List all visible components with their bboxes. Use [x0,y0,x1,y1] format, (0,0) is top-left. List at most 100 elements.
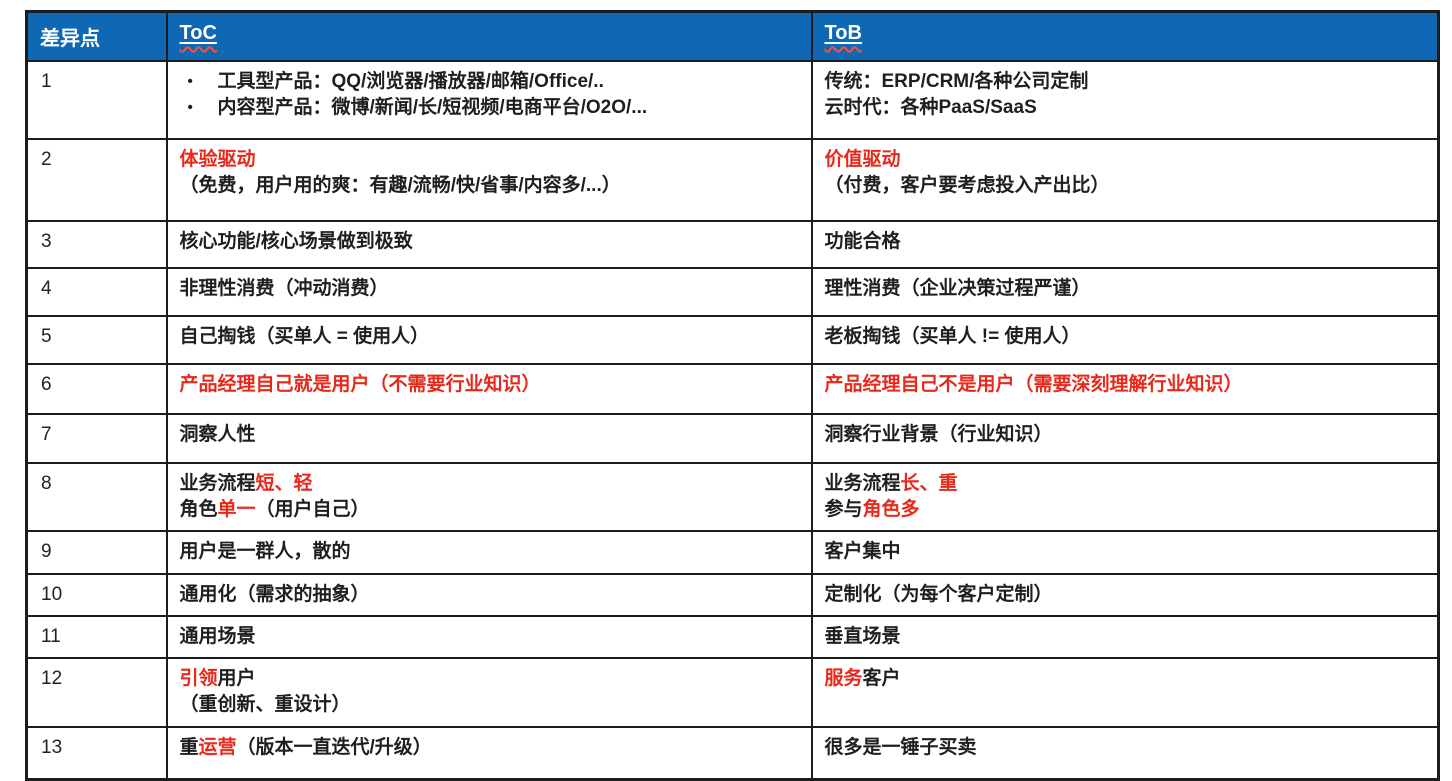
cell-line: 参与角色多 [825,497,1426,523]
row-number-cell: 7 [25,413,168,464]
text-segment: 产品经理自己就是用户（不需要行业知识） [179,374,541,395]
row-number-cell: 11 [25,614,168,660]
tob-cell: 客户集中 [810,530,1440,575]
tob-cell: 老板掏钱（买单人 != 使用人） [810,315,1440,365]
bullet-icon: • [187,73,193,90]
text-segment: 用户 [217,668,256,690]
toc-cell: 洞察人性 [165,413,813,464]
table-row: 6 产品经理自己就是用户（不需要行业知识） 产品经理自己不是用户（需要深刻理解行业知… [25,363,1440,415]
text-segment: 短、轻 [255,473,313,494]
row-number-cell: 6 [25,363,168,415]
header-tob: ToB [810,10,1440,62]
table-row: 3 核心功能/核心场景做到极致 功能合格 [25,220,1440,269]
cell-line: 价值驱动 [825,147,1426,173]
text-segment: 自己掏钱（买单人 = 使用人） [179,326,430,347]
text-segment: （用户自己） [255,499,370,521]
text-segment: 核心功能/核心场景做到极致 [179,231,413,252]
tob-cell: 产品经理自己不是用户（需要深刻理解行业知识） [810,363,1440,415]
text-segment: 老板掏钱（买单人 != 使用人） [824,326,1081,347]
cell-line: 客户集中 [825,539,1426,565]
text-segment: 角色 [179,499,218,521]
cell-line: • 工具型产品：QQ/浏览器/播放器/邮箱/Office/.. [180,69,799,95]
row-number-cell: 9 [25,530,168,575]
cell-line: （重创新、重设计） [180,692,799,718]
row-number-cell: 13 [25,725,168,781]
cell-line: 引领用户 [180,666,799,692]
table-row: 7 洞察人性 洞察行业背景（行业知识） [25,413,1440,464]
cell-line: 核心功能/核心场景做到极致 [180,229,799,255]
tob-cell: 服务客户 [810,657,1440,728]
cell-line: 角色单一（用户自己） [180,497,799,523]
tob-cell: 洞察行业背景（行业知识） [810,413,1440,464]
text-segment: 用户是一群人，散的 [179,541,351,563]
cell-line: 理性消费（企业决策过程严谨） [825,276,1426,302]
header-toc: ToC [165,10,813,62]
toc-cell: 产品经理自己就是用户（不需要行业知识） [165,363,813,415]
toc-cell: 通用场景 [165,614,813,660]
cell-line: （免费，用户用的爽：有趣/流畅/快/省事/内容多/...） [180,173,799,199]
table-row: 8 业务流程短、轻 角色单一（用户自己） 业务流程长、重 参与角色多 [25,461,1440,533]
text-segment: 业务流程 [179,473,256,494]
text-segment: （免费，用户用的爽：有趣/流畅/快/省事/内容多/...） [179,175,621,197]
text-segment: 长、重 [900,473,958,494]
text-segment: 客户 [862,668,901,690]
cell-line: 传统：ERP/CRM/各种公司定制 [825,69,1426,95]
table-row: 12 引领用户 （重创新、重设计） 服务客户 [25,657,1440,728]
table-row: 9 用户是一群人，散的 客户集中 [25,530,1440,575]
text-segment: 云时代：各种PaaS/SaaS [824,97,1037,119]
text-segment: 参与 [824,499,863,521]
toc-cell: 通用化（需求的抽象） [165,572,813,617]
text-segment: 服务 [824,668,863,690]
toc-cell: 自己掏钱（买单人 = 使用人） [165,315,813,365]
text-segment: 通用场景 [179,625,256,647]
cell-line: 洞察行业背景（行业知识） [825,422,1426,448]
cell-line: • 内容型产品：微博/新闻/长/短视频/电商平台/O2O/... [180,95,799,121]
text-segment: 单一 [217,499,256,521]
cell-line: 产品经理自己就是用户（不需要行业知识） [180,372,799,398]
cell-line: 垂直场景 [825,624,1426,650]
text-segment: 客户集中 [824,541,901,563]
table-row: 10 通用化（需求的抽象） 定制化（为每个客户定制） [25,572,1440,617]
tob-cell: 很多是一锤子买卖 [810,725,1440,781]
table-body: 1 • 工具型产品：QQ/浏览器/播放器/邮箱/Office/.. • 内容型产品：微博… [25,60,1440,781]
row-number-cell: 4 [25,267,168,317]
text-segment: 体验驱动 [179,149,256,170]
row-number-cell: 12 [25,657,168,728]
text-segment: 定制化（为每个客户定制） [824,583,1053,605]
cell-line: 功能合格 [825,229,1426,255]
table-row: 2 体验驱动 （免费，用户用的爽：有趣/流畅/快/省事/内容多/...） 价值驱动 （付… [25,138,1440,222]
text-segment: 引领 [179,668,218,690]
cell-line: 自己掏钱（买单人 = 使用人） [180,324,799,350]
text-segment: 垂直场景 [824,625,901,647]
toc-cell: 业务流程短、轻角色单一（用户自己） [165,461,813,533]
toc-cell: 体验驱动 （免费，用户用的爽：有趣/流畅/快/省事/内容多/...） [165,138,813,222]
cell-line: 产品经理自己不是用户（需要深刻理解行业知识） [825,372,1426,398]
tob-cell: 传统：ERP/CRM/各种公司定制 云时代：各种PaaS/SaaS [810,60,1440,140]
text-segment: 非理性消费（冲动消费） [179,278,389,299]
cell-line: 定制化（为每个客户定制） [825,582,1426,608]
toc-tob-comparison-table: 差异点 ToC ToB 1 • 工具型产品：QQ/浏览器/播放器/邮箱/Office… [25,10,1440,781]
table-row: 1 • 工具型产品：QQ/浏览器/播放器/邮箱/Office/.. • 内容型产品：微博… [25,60,1440,140]
text-segment: 产品经理自己不是用户（需要深刻理解行业知识） [824,374,1243,395]
row-number-cell: 2 [25,138,168,222]
cell-line: 云时代：各种PaaS/SaaS [825,95,1426,121]
cell-line: 通用场景 [180,624,799,650]
text-segment: 通用化（需求的抽象） [179,583,370,605]
toc-label: ToC [179,22,217,44]
text-segment: 工具型产品：QQ/浏览器/播放器/邮箱/Office/.. [217,71,604,92]
text-segment: 运营 [198,736,237,758]
cell-line: 重运营（版本一直迭代/升级） [180,735,799,761]
cell-line: （付费，客户要考虑投入产出比） [825,173,1426,199]
toc-header-underline: ToC [180,22,217,44]
cell-line: 体验驱动 [180,147,799,173]
cell-line: 用户是一群人，散的 [180,539,799,565]
row-number-cell: 5 [25,315,168,365]
row-number-cell: 1 [25,60,168,140]
tob-cell: 定制化（为每个客户定制） [810,572,1440,617]
bullet-icon: • [187,99,193,117]
cell-line: 老板掏钱（买单人 != 使用人） [825,324,1426,350]
text-segment: 传统：ERP/CRM/各种公司定制 [824,71,1089,92]
text-segment: （版本一直迭代/升级） [236,736,432,758]
tob-cell: 业务流程长、重 参与角色多 [810,461,1440,533]
